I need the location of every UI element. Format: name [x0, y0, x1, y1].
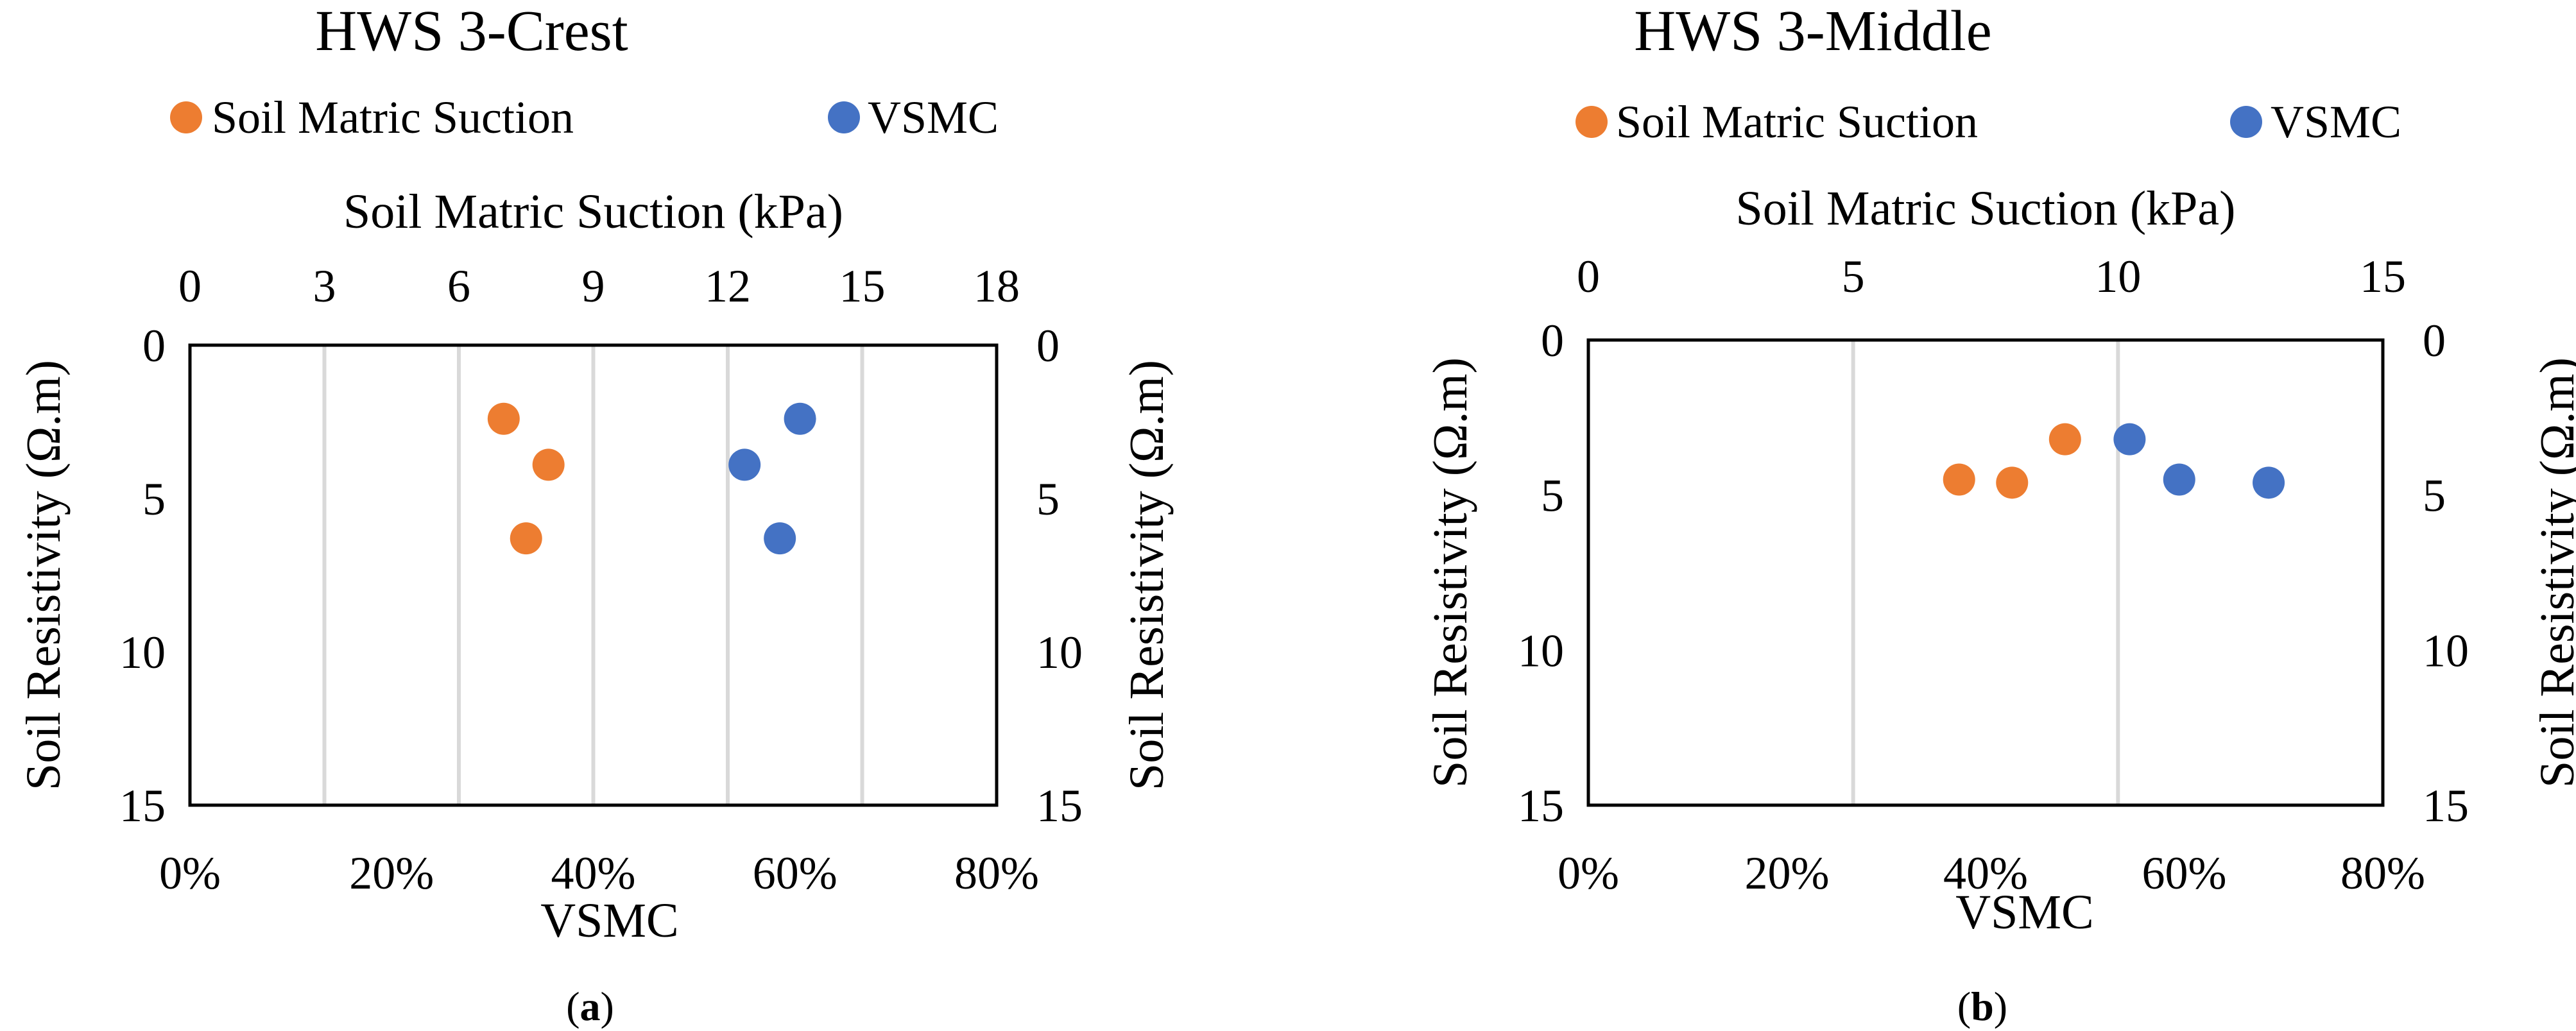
x-bottom-tick-label: 80%	[2340, 848, 2425, 899]
x-top-tick-label: 0	[1577, 251, 1600, 302]
x-top-tick-label: 3	[313, 260, 336, 312]
y-right-axis-title: Soil Resistivity (Ω.m)	[1120, 360, 1174, 790]
x-bottom-tick-label: 0%	[159, 848, 221, 899]
legend-marker-soil-matric-suction	[1576, 106, 1608, 138]
y-right-tick-label: 0	[1036, 320, 1060, 371]
data-point-soil-matric-suction	[1943, 463, 1975, 496]
x-bottom-tick-label: 60%	[753, 848, 837, 899]
legend-marker-soil-matric-suction	[170, 101, 202, 133]
chart-title: HWS 3-Middle	[1634, 0, 1991, 63]
y-left-tick-label: 0	[142, 320, 166, 371]
legend-label-soil-matric-suction: Soil Matric Suction	[212, 92, 574, 143]
x-top-tick-label: 15	[839, 260, 886, 312]
x-top-tick-label: 6	[447, 260, 470, 312]
panel-caption: (b)	[1957, 984, 2007, 1029]
y-right-tick-label: 15	[1036, 780, 1083, 831]
data-point-soil-matric-suction	[487, 402, 520, 435]
y-right-axis-title: Soil Resistivity (Ω.m)	[2530, 357, 2576, 788]
legend-marker-vsmc	[828, 101, 860, 133]
y-left-axis-title: Soil Resistivity (Ω.m)	[17, 360, 71, 790]
panel-caption: (a)	[566, 984, 614, 1029]
x-bottom-tick-label: 20%	[1745, 848, 1830, 899]
y-left-tick-label: 15	[1518, 780, 1564, 831]
legend-label-soil-matric-suction: Soil Matric Suction	[1616, 96, 1978, 148]
y-right-tick-label: 10	[2423, 625, 2469, 676]
legend-label-vsmc: VSMC	[868, 92, 999, 143]
y-left-tick-label: 5	[1541, 470, 1564, 522]
x-top-axis-title: Soil Matric Suction (kPa)	[343, 185, 843, 239]
legend-label-vsmc: VSMC	[2271, 96, 2401, 148]
caption-paren-close: )	[601, 984, 614, 1029]
y-left-tick-label: 15	[119, 780, 166, 831]
x-top-tick-label: 10	[2095, 251, 2141, 302]
caption-letter: a	[580, 984, 601, 1029]
caption-letter: b	[1971, 984, 1994, 1029]
y-left-tick-label: 10	[1518, 625, 1564, 676]
data-point-vsmc	[764, 522, 796, 555]
plot-area-frame	[188, 343, 999, 807]
x-top-tick-label: 12	[705, 260, 751, 312]
x-bottom-tick-label: 0%	[1558, 848, 1619, 899]
data-point-vsmc	[2253, 466, 2285, 499]
x-top-tick-label: 5	[1842, 251, 1865, 302]
caption-paren-open: (	[1957, 984, 1971, 1029]
chart-panel-b: HWS 3-Middle Soil Matric Suction VSMC Soil …	[1423, 0, 2576, 1029]
data-point-soil-matric-suction	[510, 522, 542, 555]
y-right-tick-label: 10	[1036, 627, 1083, 678]
x-bottom-tick-label: 80%	[954, 848, 1039, 899]
x-bottom-tick-label: 40%	[1943, 848, 2028, 899]
data-point-vsmc	[728, 448, 761, 481]
x-bottom-axis-title: VSMC	[540, 894, 678, 948]
data-point-soil-matric-suction	[532, 448, 565, 481]
data-point-vsmc	[2163, 463, 2195, 496]
x-bottom-axis-title: VSMC	[1955, 885, 2093, 939]
chart-title: HWS 3-Crest	[315, 0, 628, 63]
plot-area-frame	[1586, 338, 2385, 807]
y-left-tick-label: 0	[1541, 315, 1564, 366]
x-bottom-tick-label: 60%	[2142, 848, 2227, 899]
x-bottom-tick-label: 40%	[551, 848, 636, 899]
x-bottom-tick-label: 20%	[349, 848, 434, 899]
y-right-tick-label: 0	[2423, 315, 2446, 366]
caption-paren-open: (	[566, 984, 580, 1029]
x-top-tick-label: 15	[2360, 251, 2406, 302]
x-top-axis-title: Soil Matric Suction (kPa)	[1736, 182, 2236, 235]
x-top-tick-label: 0	[178, 260, 202, 312]
data-point-soil-matric-suction	[1996, 466, 2029, 499]
y-left-tick-label: 10	[119, 627, 166, 678]
y-right-tick-label: 15	[2423, 780, 2469, 831]
x-top-tick-label: 9	[582, 260, 605, 312]
y-right-tick-label: 5	[1036, 473, 1060, 525]
data-point-vsmc	[2113, 423, 2146, 456]
caption-paren-close: )	[1994, 984, 2007, 1029]
chart-panel-a: HWS 3-Crest Soil Matric Suction VSMC Soil M…	[17, 0, 1174, 1029]
y-left-axis-title: Soil Resistivity (Ω.m)	[1423, 357, 1477, 788]
data-point-soil-matric-suction	[2048, 423, 2081, 456]
legend-marker-vsmc	[2230, 106, 2262, 138]
y-left-tick-label: 5	[142, 473, 166, 525]
x-top-tick-label: 18	[974, 260, 1020, 312]
y-right-tick-label: 5	[2423, 470, 2446, 522]
data-point-vsmc	[784, 402, 816, 435]
